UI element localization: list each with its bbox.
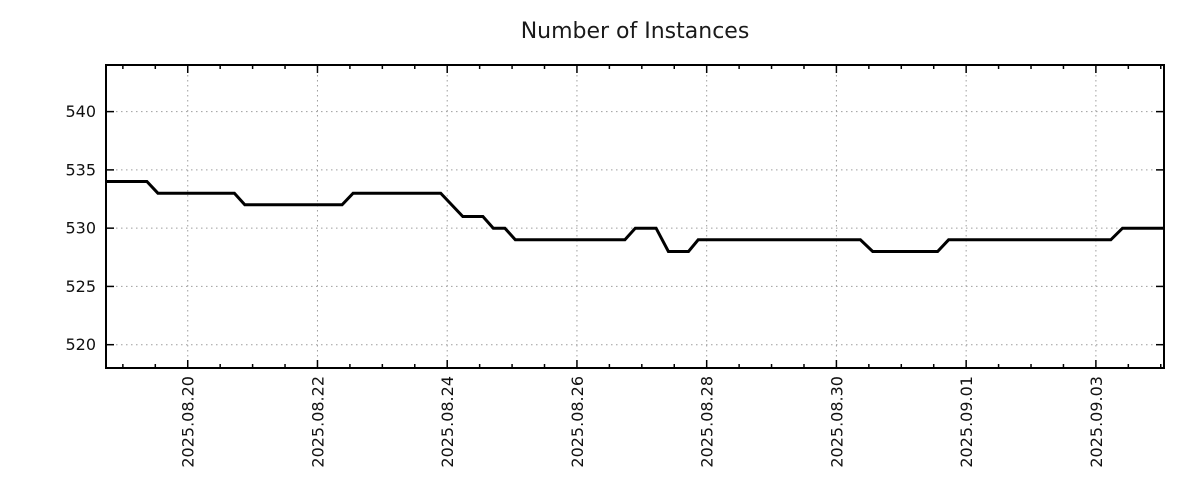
plot-border-box bbox=[105, 64, 1165, 369]
x-tick-label: 2025.08.24 bbox=[438, 376, 457, 468]
x-tick-label: 2025.08.28 bbox=[698, 376, 717, 468]
plot-border bbox=[105, 64, 1165, 369]
x-tick-label: 2025.08.26 bbox=[568, 376, 587, 468]
y-tick-label: 520 bbox=[65, 335, 96, 354]
y-tick-label: 540 bbox=[65, 102, 96, 121]
x-tick-label: 2025.08.20 bbox=[179, 376, 198, 468]
grid-lines bbox=[106, 65, 1164, 368]
axis-tick-labels: 520 525 530 535 540 2025.08.20 2025.08.22 2025.… bbox=[65, 102, 1105, 467]
x-tick-label: 2025.09.01 bbox=[957, 376, 976, 468]
series-line-instances bbox=[106, 180, 1164, 253]
x-tick-label: 2025.08.30 bbox=[827, 376, 846, 468]
x-tick-label: 2025.08.22 bbox=[308, 376, 327, 468]
axis-ticks bbox=[106, 65, 1164, 368]
y-tick-label: 525 bbox=[65, 277, 96, 296]
chart-title: Number of Instances bbox=[521, 19, 750, 44]
series-layer bbox=[106, 180, 1164, 253]
x-tick-label: 2025.09.03 bbox=[1087, 376, 1106, 468]
y-tick-label: 530 bbox=[65, 219, 96, 238]
y-tick-label: 535 bbox=[65, 160, 96, 179]
